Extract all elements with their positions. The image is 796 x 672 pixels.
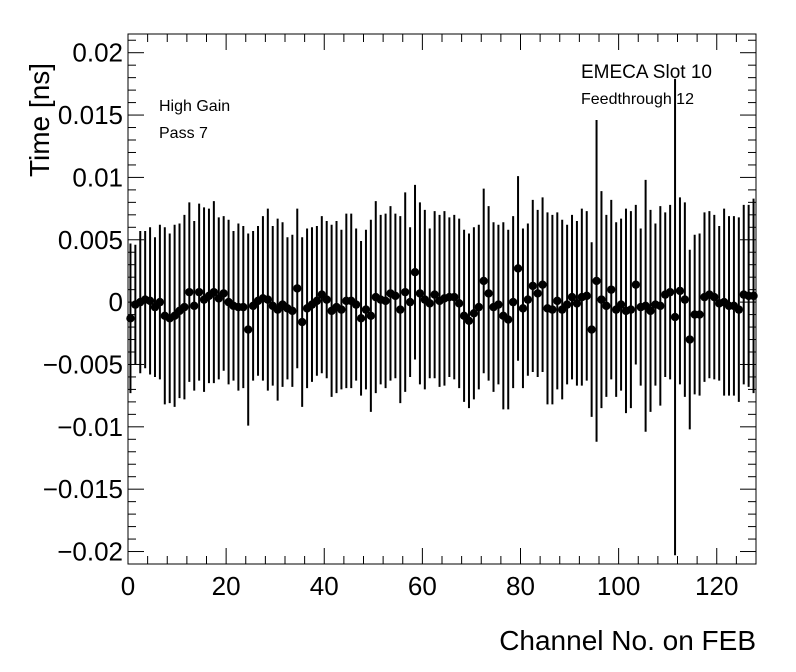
x-axis-ticks: 0 20 40 60 80 100 120 [121,34,757,601]
data-point [734,305,744,314]
data-point [749,291,758,301]
y-tick-label: −0.015 [43,474,123,504]
data-point [528,281,537,291]
data-point [685,335,694,344]
y-tick-label: 0.005 [58,225,123,255]
x-tick-label: 120 [695,571,738,601]
data-point [548,305,557,314]
y-tick-label: −0.02 [57,537,123,567]
data-point [562,300,572,309]
data-point [185,287,194,297]
x-tick-label: 60 [408,571,437,601]
data-point [244,325,253,334]
annotation-feedthrough: Feedthrough 12 [581,91,694,108]
data-point [396,305,405,314]
data-point [410,267,420,277]
x-tick-label: 0 [121,571,135,601]
data-point [616,300,626,309]
data-point [670,312,680,322]
data-point [518,304,528,313]
data-point [523,295,533,304]
y-tick-label: −0.01 [57,412,123,442]
data-point [381,296,390,306]
data-point [479,276,488,286]
data-point [504,315,513,324]
data-point [337,305,346,314]
data-point [194,287,204,297]
y-tick-label: 0.02 [72,38,123,68]
data-point [508,297,518,307]
data-point [297,317,307,327]
data-point [631,280,640,289]
y-axis-label: Time [ns] [24,62,55,178]
data-point [464,316,474,326]
data-point [219,289,228,298]
data-point [263,295,273,304]
data-point [293,284,302,293]
y-tick-label: 0.015 [58,100,123,130]
y-tick-label: 0 [109,287,123,317]
data-point [474,302,483,312]
data-point [405,297,415,307]
annotation-slot: EMECA Slot 10 [581,62,712,83]
data-point [180,302,189,312]
data-point [695,310,704,319]
data-point [494,300,503,309]
data-point [572,299,582,308]
data-point [607,285,616,294]
data-point [592,276,601,286]
data-point [145,296,155,306]
data-point [533,289,542,298]
data-point [190,301,199,311]
data-point [366,311,376,321]
data-point [312,296,322,306]
data-point [450,292,459,302]
data-point [587,325,596,334]
y-tick-label: 0.01 [72,162,123,192]
data-point [239,302,248,312]
data-point [351,300,361,309]
data-point [675,286,685,296]
data-point [209,287,219,297]
data-point [567,292,577,302]
data-point [322,295,331,304]
x-axis-label: Channel No. on FEB [499,625,756,656]
x-tick-label: 20 [212,571,241,601]
data-point [391,291,400,301]
data-point [361,305,371,314]
error-bars [129,78,755,556]
data-point [665,287,675,297]
data-points [126,264,758,344]
data-point [401,287,410,297]
data-point [680,295,690,304]
data-point [415,289,425,298]
data-point [356,314,366,323]
annotation-pass: Pass 7 [159,125,208,142]
data-point [602,301,611,311]
x-tick-label: 100 [597,571,640,601]
data-point [626,305,636,314]
x-tick-label: 40 [310,571,339,601]
data-point [288,306,297,316]
data-point [430,290,439,299]
data-point [425,299,434,308]
data-point [646,306,655,316]
data-point [710,292,719,302]
y-tick-label: −0.005 [43,349,123,379]
data-point [155,297,165,307]
data-point [469,309,479,318]
data-point [597,295,606,304]
x-tick-label: 80 [506,571,535,601]
data-point [553,296,562,306]
annotation-high-gain: High Gain [159,98,231,115]
data-point [656,301,665,311]
data-point [126,314,135,323]
data-point [454,299,464,308]
data-point [582,291,591,301]
y-axis-ticks: −0.02 −0.015 −0.01 −0.005 0 0.005 0.01 0.015 0.0… [43,38,756,567]
data-point [538,280,547,289]
data-point [484,289,493,298]
data-point [513,264,523,273]
